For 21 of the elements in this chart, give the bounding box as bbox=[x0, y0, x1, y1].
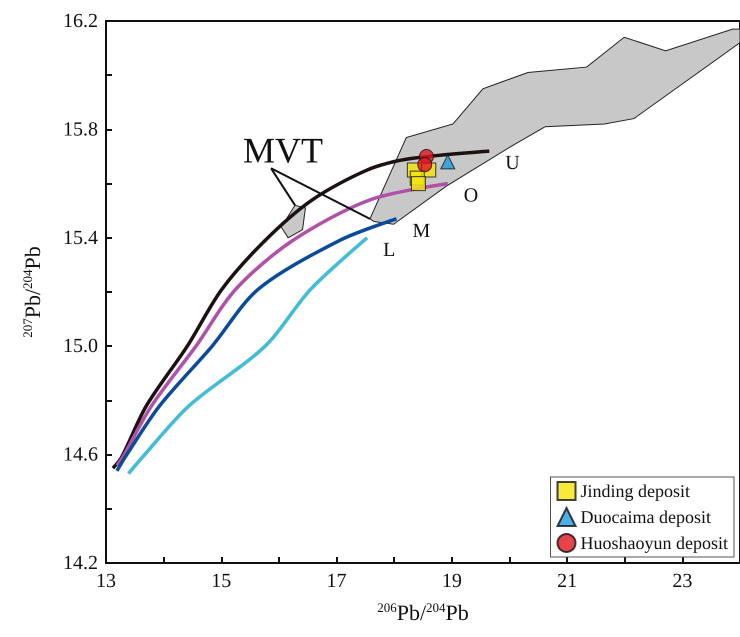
series-label: U bbox=[505, 152, 520, 174]
y-tick-label: 14.2 bbox=[63, 552, 98, 574]
legend-label: Huoshaoyun deposit bbox=[580, 533, 728, 553]
y-tick-label: 15.0 bbox=[63, 335, 98, 358]
y-tick-label: 15.4 bbox=[63, 226, 98, 249]
y-tick-label: 16.2 bbox=[63, 10, 98, 32]
x-tick-label: 15 bbox=[211, 570, 232, 592]
x-tick-label: 19 bbox=[442, 570, 462, 592]
x-tick-label: 21 bbox=[557, 570, 578, 592]
series-label: M bbox=[412, 220, 430, 242]
annotation: MVT bbox=[243, 130, 324, 170]
x-tick-label: 23 bbox=[672, 570, 692, 592]
legend-label: Duocaima deposit bbox=[580, 507, 711, 527]
legend-label: Jinding deposit bbox=[580, 481, 690, 501]
x-tick-label: 13 bbox=[96, 570, 116, 592]
y-axis-title: 207Pb/204Pb bbox=[20, 246, 45, 338]
y-tick-label: 14.6 bbox=[63, 444, 98, 466]
y-tick-label: 15.8 bbox=[63, 118, 98, 140]
series-label: O bbox=[464, 184, 478, 207]
x-tick-label: 17 bbox=[326, 570, 347, 592]
series-label: L bbox=[383, 238, 396, 261]
